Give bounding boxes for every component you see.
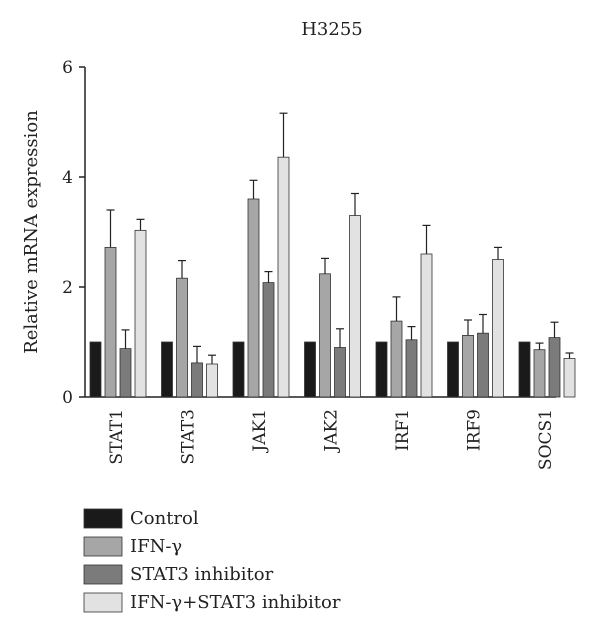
legend-label: IFN-γ+STAT3 inhibitor (130, 592, 341, 613)
y-tick-label: 4 (62, 168, 73, 188)
bar (161, 341, 173, 398)
bar (191, 362, 203, 398)
x-tick-label: JAK2 (322, 409, 342, 454)
legend-label: IFN-γ (130, 536, 182, 557)
bar (104, 246, 117, 398)
bar (262, 282, 275, 398)
bar (447, 341, 459, 398)
bar (518, 341, 531, 398)
bar (119, 348, 132, 398)
bar (206, 363, 218, 398)
x-tick-label: IRF1 (393, 409, 413, 451)
bar (334, 347, 346, 398)
legend: Control IFN-γ STAT3 inhibitor IFN-γ+STAT3 i… (83, 508, 341, 613)
bar (232, 341, 245, 398)
legend-label: Control (130, 508, 199, 529)
legend-swatch (83, 508, 123, 529)
bar (375, 341, 388, 398)
chart-title: H3255 (301, 19, 363, 40)
bar (548, 337, 561, 398)
bar (349, 215, 361, 398)
y-axis-label: Relative mRNA expression (21, 110, 42, 354)
bar (390, 320, 403, 398)
legend-swatch (83, 592, 123, 613)
x-tick-label: IRF9 (465, 409, 485, 451)
legend-swatch (83, 564, 123, 585)
x-tick-label: JAK1 (250, 409, 270, 454)
bar (176, 277, 188, 398)
bar (134, 229, 147, 398)
bar (492, 259, 504, 398)
bar (89, 341, 102, 398)
y-tick-label: 6 (62, 58, 73, 78)
y-tick-label: 0 (62, 388, 73, 408)
bar (405, 339, 418, 398)
bar (319, 273, 331, 398)
x-tick-label: STAT1 (107, 409, 127, 465)
x-tick-label: SOCS1 (536, 409, 556, 470)
bar (247, 198, 260, 398)
bar (304, 341, 316, 398)
bar (477, 332, 489, 398)
y-tick-label: 2 (62, 278, 73, 298)
bar (533, 349, 546, 398)
x-tick-label: STAT3 (179, 409, 199, 465)
bar (277, 156, 290, 398)
legend-label: STAT3 inhibitor (130, 564, 274, 585)
bar (563, 358, 576, 398)
legend-swatch (83, 536, 123, 557)
bar (420, 253, 433, 398)
bars: STAT1 STAT3 JAK1 JAK2 IRF1 IRF9 SOCS1 (89, 112, 576, 470)
bar (462, 334, 474, 398)
